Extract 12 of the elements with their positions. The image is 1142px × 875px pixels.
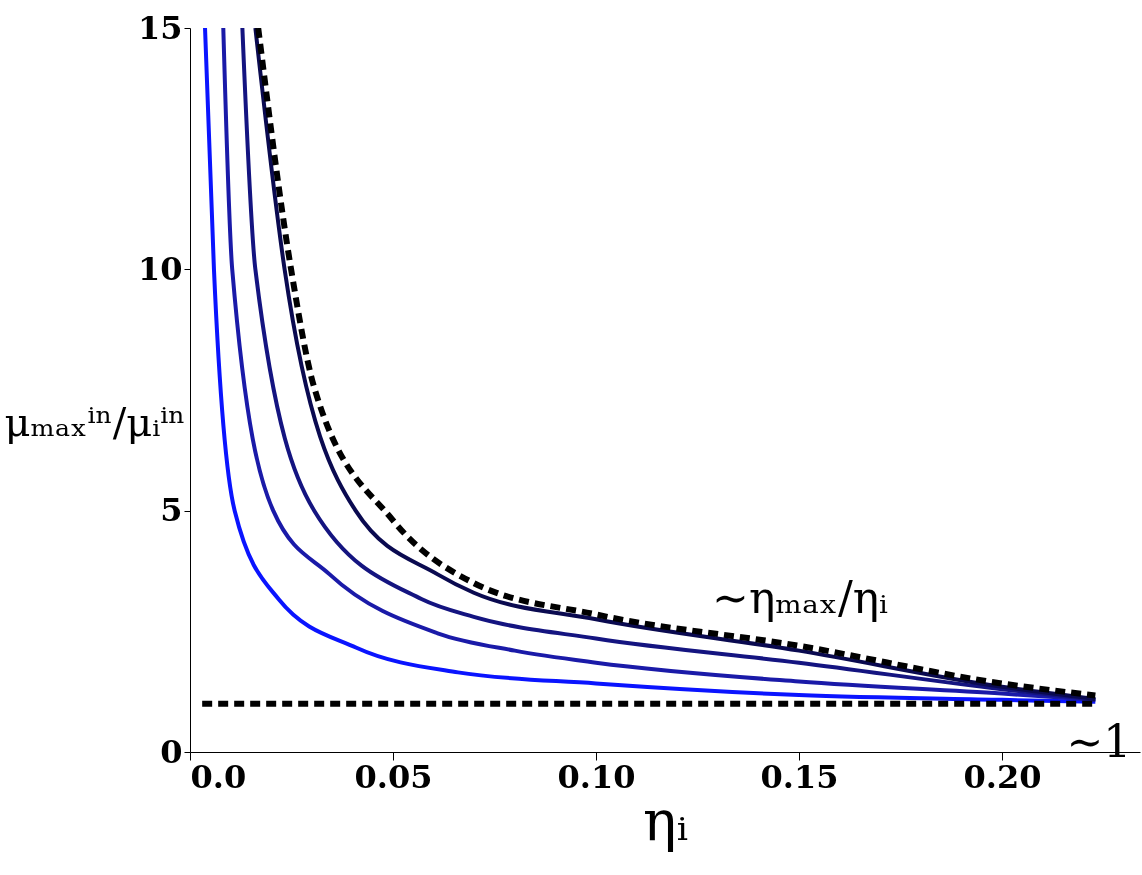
- annotation: ∼ηₘₐₓ/ηᵢ: [712, 572, 889, 623]
- x-tick-label: 0.10: [557, 757, 636, 796]
- y-tick-label: 15: [137, 8, 183, 47]
- x-tick-label: 0.15: [760, 757, 839, 796]
- x-tick-label: 0.05: [354, 757, 433, 796]
- y-tick-label: 0: [160, 732, 183, 771]
- x-tick-label: 0.0: [190, 757, 247, 796]
- x-tick-label: 0.20: [963, 757, 1042, 796]
- y-axis-title: μₘₐₓⁱⁿ/μᵢⁱⁿ: [4, 398, 186, 445]
- x-axis-title: ηᵢ: [643, 787, 688, 853]
- y-tick-label: 5: [160, 491, 183, 530]
- y-tick-label: 10: [137, 249, 183, 288]
